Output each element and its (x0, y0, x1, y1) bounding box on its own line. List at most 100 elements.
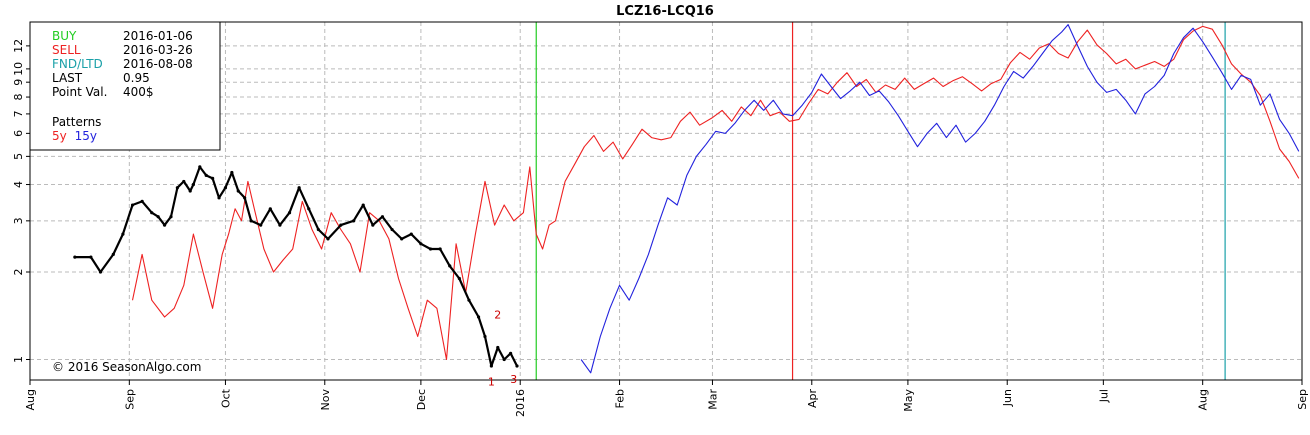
actual-point (217, 196, 221, 200)
y-tick-label: 4 (12, 181, 25, 188)
actual-point (259, 223, 263, 227)
actual-point (211, 176, 215, 180)
actual-point (515, 364, 519, 368)
x-tick-label: Sep (123, 389, 136, 410)
actual-point (243, 196, 247, 200)
actual-point (400, 237, 404, 241)
actual-point (140, 199, 144, 203)
actual-point (380, 215, 385, 219)
actual-point (502, 357, 506, 362)
actual-point (438, 247, 442, 251)
actual-point (509, 351, 513, 355)
x-tick-label: Nov (319, 389, 332, 411)
x-tick-label: May (902, 389, 915, 412)
legend-background (29, 21, 221, 151)
actual-point (236, 189, 240, 193)
actual-point (467, 298, 471, 302)
x-tick-label: 2016 (514, 389, 527, 417)
actual-point (188, 189, 192, 193)
actual-point (428, 247, 433, 251)
legend-key-point-val: Point Val. (52, 85, 107, 99)
event-lines (535, 22, 1226, 380)
legend-value-buy: 2016-01-06 (123, 29, 193, 43)
actual-point (448, 264, 452, 268)
y-tick-label: 1 (12, 356, 25, 363)
actual-point (130, 203, 135, 207)
plot-frame (29, 21, 1303, 381)
actual-point (73, 255, 77, 259)
annotation-label-1: 1 (488, 376, 495, 389)
x-tick-label: Aug (24, 389, 37, 410)
x-axis: Aug Sep Oct Nov Dec 2016 Feb Mar Apr May Jun Jul Aug… (24, 380, 1309, 417)
actual-point (204, 173, 208, 178)
y-tick-label: 5 (12, 153, 25, 160)
annotation-label-2: 2 (494, 308, 501, 321)
annotation-label-3: 3 (510, 373, 517, 386)
actual-point (89, 255, 93, 259)
legend-rows: BUY 2016-01-06 SELL 2016-03-26 FND/LTD 2016-0… (52, 29, 193, 99)
legend-key-fnd-ltd: FND/LTD (52, 57, 103, 71)
actual-point (98, 270, 103, 274)
y-tick-label: 10 (12, 62, 25, 76)
actual-point (287, 211, 292, 215)
legend-pattern-5y: 5y (52, 129, 67, 143)
actual-point (496, 345, 500, 350)
actual-point (361, 203, 365, 207)
actual-point (297, 186, 301, 190)
legend-patterns-label: Patterns (52, 115, 101, 129)
y-tick-label: 2 (12, 269, 25, 276)
annotations: 1 2 3 (488, 308, 517, 388)
actual-point (249, 219, 253, 223)
legend-key-sell: SELL (52, 43, 81, 57)
chart-title: LCZ16-LCQ16 (616, 4, 714, 19)
legend-pattern-line: 5y 15y (52, 129, 97, 143)
actual-point (352, 219, 356, 223)
x-tick-label: Oct (219, 388, 232, 408)
legend-value-sell: 2016-03-26 (123, 43, 193, 57)
series-group (73, 24, 1300, 374)
x-tick-label: Aug (1197, 389, 1210, 410)
actual-point (390, 227, 394, 232)
legend-value-fnd-ltd: 2016-08-08 (123, 57, 193, 71)
x-tick-label: Dec (415, 389, 428, 410)
actual-point (230, 170, 234, 175)
actual-point (339, 223, 343, 227)
series-line-pattern-15y (580, 24, 1300, 374)
copyright-notice: © 2016 SeasonAlgo.com (52, 360, 201, 374)
legend-key-last: LAST (52, 71, 83, 85)
actual-point (175, 186, 179, 190)
y-tick-label: 12 (12, 39, 25, 53)
x-tick-label: Jul (1097, 389, 1110, 403)
legend-pattern-15y: 15y (75, 129, 97, 143)
x-tick-label: Mar (706, 389, 719, 410)
y-tick-label: 6 (12, 130, 25, 137)
x-tick-label: Feb (614, 389, 627, 408)
actual-point (121, 232, 125, 236)
actual-point (182, 179, 186, 184)
actual-point (111, 252, 115, 256)
actual-point (457, 276, 461, 281)
actual-point (483, 334, 487, 339)
legend-value-last: 0.95 (123, 71, 150, 85)
actual-point (150, 211, 154, 215)
x-tick-label: Apr (806, 389, 819, 409)
actual-point (198, 165, 202, 169)
series-line-pattern-5y (131, 25, 1300, 361)
actual-point (156, 215, 160, 219)
y-tick-label: 3 (12, 217, 25, 224)
actual-point (489, 364, 493, 368)
x-tick-label: Sep (1296, 389, 1309, 410)
actual-point (326, 237, 330, 241)
actual-point (223, 186, 228, 190)
legend-value-point-val: 400$ (123, 85, 154, 99)
actual-point (419, 242, 423, 246)
actual-point (169, 215, 173, 219)
y-tick-label: 9 (12, 79, 25, 86)
actual-point (278, 223, 282, 227)
legend-key-buy: BUY (52, 29, 77, 43)
actual-point (316, 227, 320, 232)
legend-box: BUY 2016-01-06 SELL 2016-03-26 FND/LTD 2016-0… (29, 21, 221, 151)
actual-point (162, 223, 167, 227)
actual-point (268, 207, 272, 211)
